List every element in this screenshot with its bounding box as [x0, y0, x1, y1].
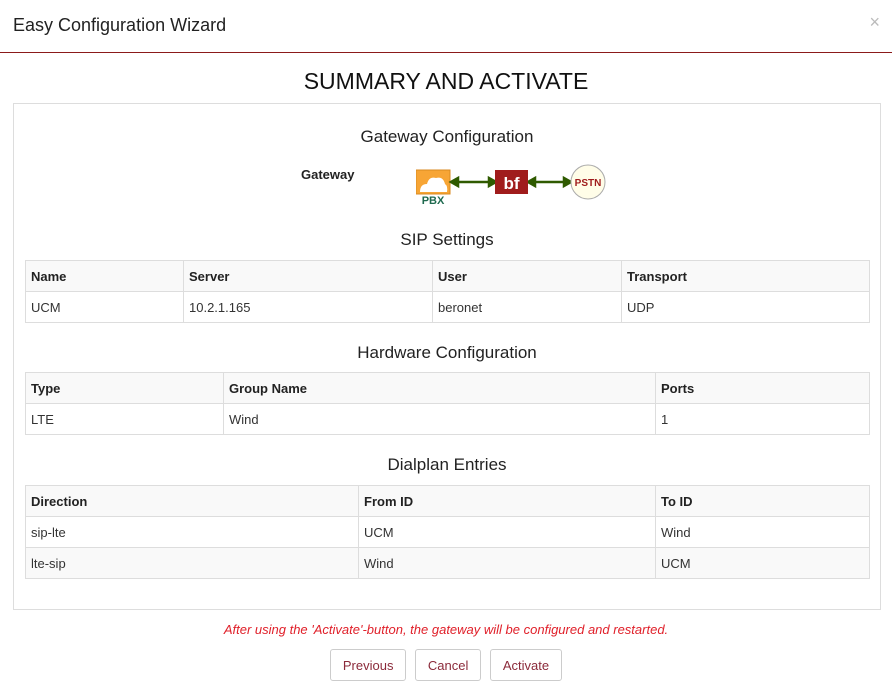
cell: beronet — [432, 291, 622, 323]
previous-button[interactable]: Previous — [329, 649, 407, 681]
pbx-label: PBX — [422, 195, 445, 207]
summary-panel: Gateway Configuration Gateway PBX bf PST… — [13, 103, 881, 610]
pbx-cloud-icon — [416, 169, 451, 195]
col-header: User — [432, 260, 622, 292]
gateway-heading: Gateway Configuration — [360, 127, 534, 146]
beronet-logo-icon — [495, 170, 528, 194]
cell: UCM — [655, 547, 870, 579]
gateway-diagram: PBX bf PSTN — [416, 164, 606, 207]
col-header: Name — [25, 260, 184, 292]
col-header: Type — [25, 372, 224, 404]
table-header-row: Name Server User Transport — [25, 260, 870, 292]
cancel-button[interactable]: Cancel — [414, 649, 482, 681]
cell: 1 — [655, 403, 870, 435]
dialplan-table: Direction From ID To ID sip-lte UCM Wind lte… — [25, 485, 870, 579]
dialplan-heading: Dialplan Entries — [387, 455, 507, 474]
cell: sip-lte — [25, 516, 359, 548]
table-row: lte-sip Wind UCM — [25, 547, 870, 579]
button-bar: Previous Cancel Activate — [0, 649, 892, 681]
col-header: Direction — [25, 485, 359, 517]
sip-heading: SIP Settings — [400, 230, 494, 249]
bf-logo-text: bf — [503, 174, 519, 193]
page-title: SUMMARY AND ACTIVATE — [303, 68, 589, 94]
dialog-title: Easy Configuration Wizard — [13, 15, 227, 35]
hardware-table: Type Group Name Ports LTE Wind 1 — [25, 372, 870, 435]
dialog-header: Easy Configuration Wizard × — [0, 0, 892, 53]
cell: Wind — [655, 516, 870, 548]
cell: UDP — [621, 291, 870, 323]
table-header-row: Type Group Name Ports — [25, 372, 870, 404]
bidirectional-arrow-icon — [448, 175, 574, 189]
close-icon[interactable]: × — [869, 12, 880, 32]
cell: LTE — [25, 403, 224, 435]
cell: lte-sip — [25, 547, 359, 579]
hardware-heading: Hardware Configuration — [357, 343, 537, 362]
cell: Wind — [358, 547, 656, 579]
activate-warning: After using the 'Activate'-button, the g… — [223, 622, 669, 637]
gateway-label: Gateway — [301, 167, 355, 182]
pstn-icon — [570, 164, 606, 200]
col-header: Group Name — [223, 372, 656, 404]
pstn-label: PSTN — [575, 178, 602, 189]
table-row: sip-lte UCM Wind — [25, 516, 870, 548]
sip-table: Name Server User Transport UCM 10.2.1.165 ber… — [25, 260, 870, 323]
activate-button[interactable]: Activate — [489, 649, 563, 681]
col-header: Ports — [655, 372, 870, 404]
table-header-row: Direction From ID To ID — [25, 485, 870, 517]
col-header: Transport — [621, 260, 870, 292]
col-header: To ID — [655, 485, 870, 517]
col-header: From ID — [358, 485, 656, 517]
cell: 10.2.1.165 — [183, 291, 433, 323]
cell: UCM — [358, 516, 656, 548]
table-row: LTE Wind 1 — [25, 403, 870, 435]
cell: UCM — [25, 291, 184, 323]
col-header: Server — [183, 260, 433, 292]
table-row: UCM 10.2.1.165 beronet UDP — [25, 291, 870, 323]
cell: Wind — [223, 403, 656, 435]
